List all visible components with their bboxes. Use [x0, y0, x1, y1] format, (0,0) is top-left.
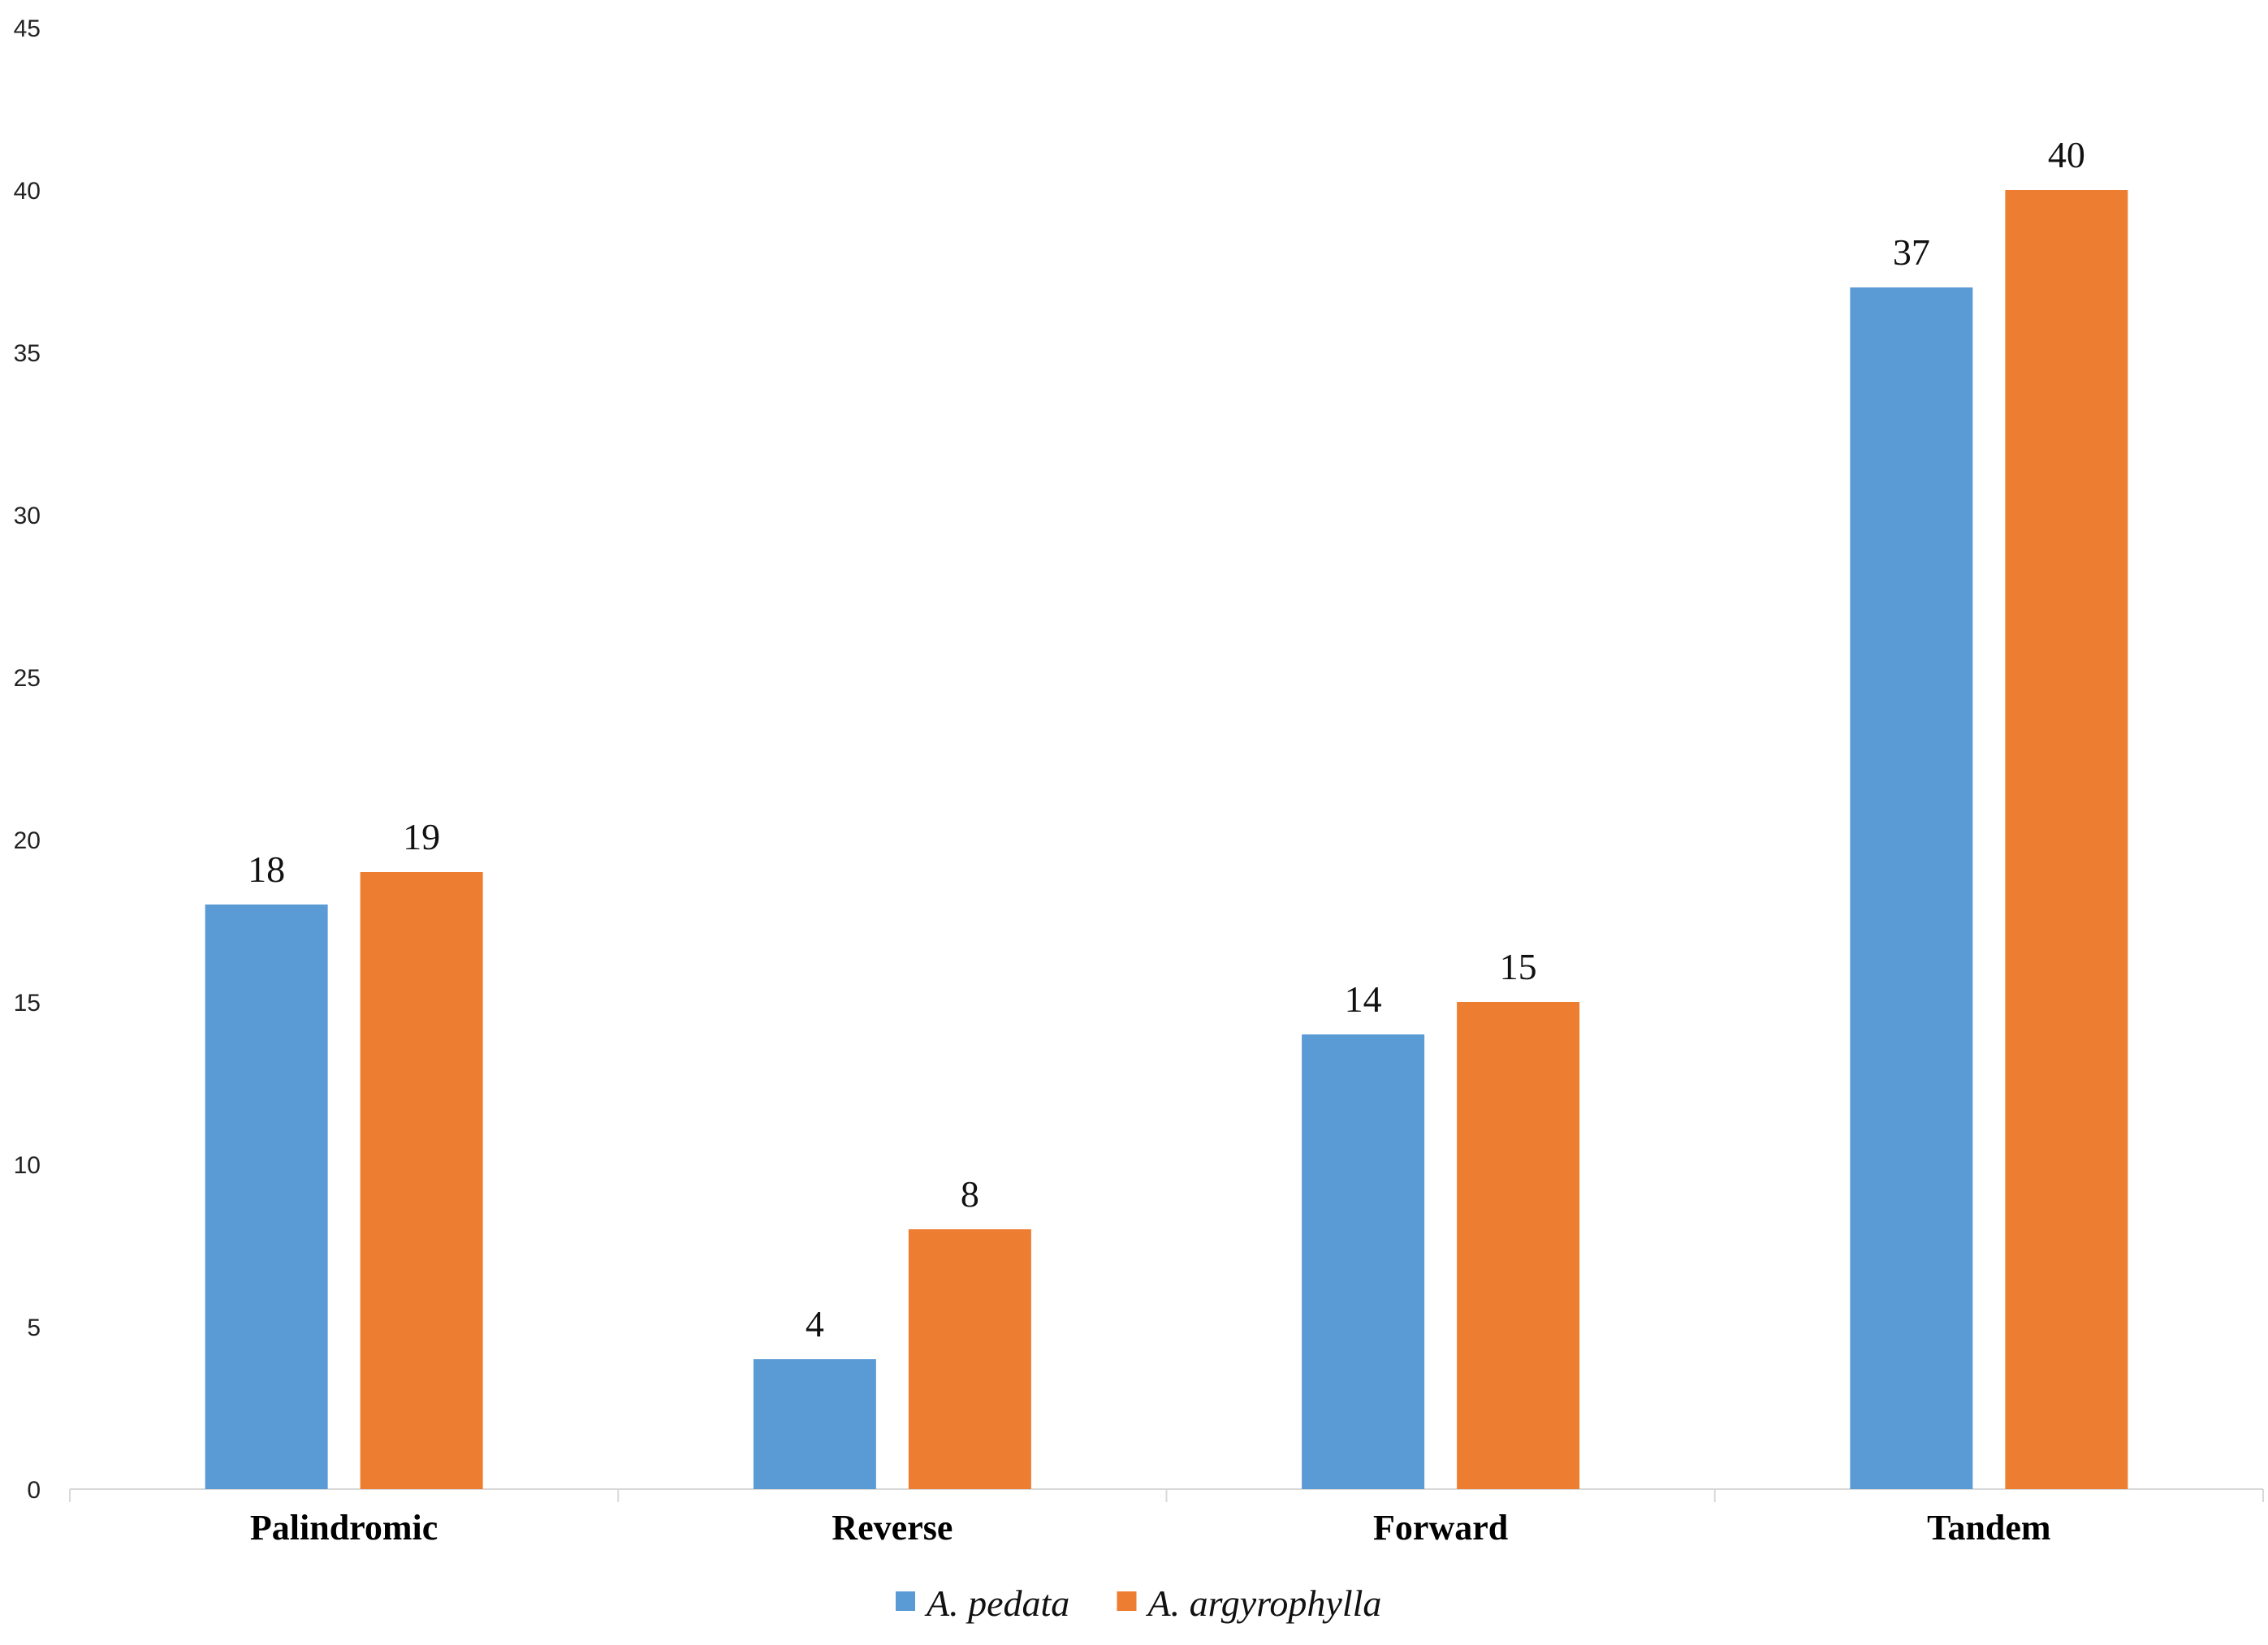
x-tick-label: Tandem — [1927, 1508, 2050, 1548]
data-label: 18 — [248, 848, 285, 890]
data-label: 4 — [806, 1303, 824, 1345]
y-axis: 0 5 10 15 20 25 30 35 40 45 — [14, 15, 41, 1504]
x-tick-label: Palindromic — [250, 1508, 438, 1548]
data-label: 8 — [961, 1173, 979, 1215]
bar — [1850, 287, 1973, 1489]
bar — [360, 872, 483, 1489]
y-tick-label: 40 — [14, 178, 41, 205]
y-tick-label: 35 — [14, 340, 41, 367]
legend-label: A. pedata — [924, 1582, 1069, 1624]
y-tick-label: 30 — [14, 503, 41, 529]
bar — [205, 905, 328, 1489]
legend-swatch — [896, 1591, 915, 1611]
y-tick-label: 45 — [14, 15, 41, 42]
x-tick-label: Forward — [1373, 1508, 1508, 1548]
y-tick-label: 15 — [14, 990, 41, 1017]
legend-label: A. argyrophylla — [1146, 1582, 1382, 1624]
bar — [1302, 1034, 1425, 1489]
data-label: 37 — [1893, 231, 1930, 273]
x-tick-label: Reverse — [832, 1508, 953, 1548]
y-tick-label: 25 — [14, 665, 41, 692]
bars — [205, 190, 2128, 1489]
bar — [1457, 1002, 1580, 1489]
y-tick-label: 5 — [27, 1315, 41, 1341]
y-tick-label: 10 — [14, 1152, 41, 1179]
legend: A. pedata A. argyrophylla — [896, 1582, 1381, 1624]
y-tick-label: 0 — [27, 1477, 41, 1504]
data-labels: 18 19 4 8 14 15 37 40 — [248, 134, 2085, 1345]
data-label: 14 — [1345, 978, 1382, 1020]
data-label: 15 — [1500, 946, 1537, 987]
data-label: 19 — [403, 816, 440, 857]
bar — [753, 1359, 876, 1489]
bar — [2005, 190, 2128, 1489]
x-axis: Palindromic Reverse Forward Tandem — [69, 1489, 2264, 1548]
y-tick-label: 20 — [14, 827, 41, 854]
bar — [908, 1229, 1031, 1489]
legend-swatch — [1117, 1591, 1137, 1611]
data-label: 40 — [2048, 134, 2085, 175]
